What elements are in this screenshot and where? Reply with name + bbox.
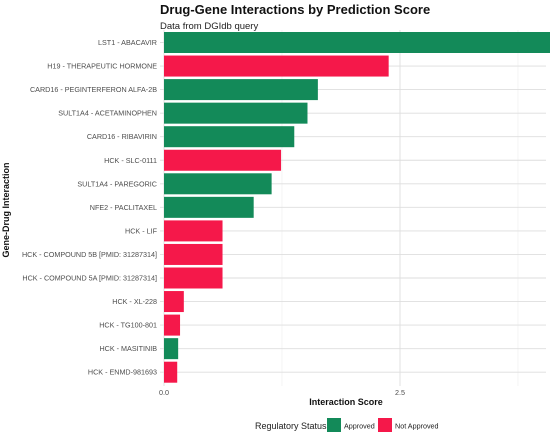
y-tick-label: HCK - ENMD-981693 [88,368,157,377]
bar [164,220,223,242]
y-tick-label: LST1 - ABACAVIR [98,38,157,47]
bar [164,79,318,101]
legend: Regulatory Status Approved Not Approved [255,418,439,432]
bars [164,32,550,383]
y-tick-label: HCK - SLC-0111 [104,156,157,165]
y-tick-label: SULT1A4 - PAREGORIC [77,179,157,188]
y-tick-label: NFE2 - PACLITAXEL [90,203,157,212]
y-tick-label: CARD16 - PEGINTERFERON ALFA-2B [30,85,157,94]
y-tick-label: HCK - COMPOUND 5A [PMID: 31287314] [22,274,157,283]
bar [164,338,179,360]
chart-title: Drug-Gene Interactions by Prediction Sco… [160,2,430,17]
x-tick-labels: 0.02.55.07.5 [159,388,405,397]
y-tick-label: SULT1A4 - ACETAMINOPHEN [58,109,157,118]
bar [164,32,550,53]
bar [164,361,178,383]
x-tick-label: 2.5 [395,388,405,397]
bar [164,126,295,148]
y-tick-label: HCK - MASITINIB [99,344,157,353]
y-axis-title: Gene-Drug Interaction [1,162,11,257]
y-tick-label: HCK - XL-228 [112,297,157,306]
bar [164,196,254,218]
legend-title: Regulatory Status [255,421,327,431]
y-tick-label: CARD16 - RIBAVIRIN [87,132,157,141]
bar [164,314,181,336]
chart-subtitle: Data from DGIdb query [160,21,258,32]
bar [164,243,223,265]
legend-label: Not Approved [395,422,439,431]
y-tick-label: HCK - COMPOUND 5B [PMID: 31287314] [22,250,157,259]
y-tick-label: H19 - THERAPEUTIC HORMONE [47,62,157,71]
bar [164,291,184,313]
x-axis-title: Interaction Score [309,397,383,407]
y-tick-labels: LST1 - ABACAVIR H19 - THERAPEUTIC HORMONE… [22,38,158,377]
y-tick-label: HCK - TG100-801 [99,321,157,330]
y-tick-label: HCK - LIF [125,226,158,235]
legend-key [327,418,341,432]
bar [164,267,223,289]
bar [164,173,272,195]
legend-key [378,418,392,432]
bar [164,55,389,77]
legend-label: Approved [344,422,375,431]
x-tick-label: 0.0 [159,388,169,397]
bar [164,102,308,124]
bar [164,149,282,171]
